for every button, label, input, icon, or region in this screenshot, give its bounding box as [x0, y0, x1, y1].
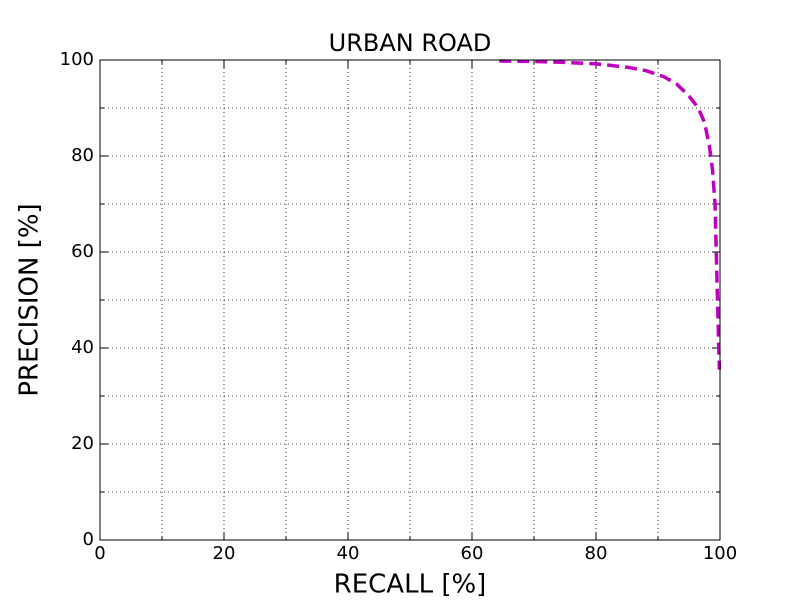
x-tick-label: 0 [94, 543, 105, 564]
y-tick-label: 40 [71, 337, 94, 358]
x-tick-label: 60 [461, 543, 484, 564]
x-tick-label: 100 [703, 543, 737, 564]
y-tick-label: 100 [60, 49, 94, 70]
line-series [499, 59, 722, 370]
y-tick-label: 20 [71, 433, 94, 454]
plot-frame [99, 59, 721, 541]
chart-title: URBAN ROAD [329, 29, 492, 57]
y-tick-label: 0 [83, 529, 94, 550]
y-tick-label: 80 [71, 145, 94, 166]
y-axis-label: PRECISION [%] [15, 203, 45, 396]
x-tick-label: 20 [213, 543, 236, 564]
x-tick-label: 40 [337, 543, 360, 564]
x-axis-label: RECALL [%] [334, 570, 487, 600]
y-tick-label: 60 [71, 241, 94, 262]
x-tick-label: 80 [585, 543, 608, 564]
